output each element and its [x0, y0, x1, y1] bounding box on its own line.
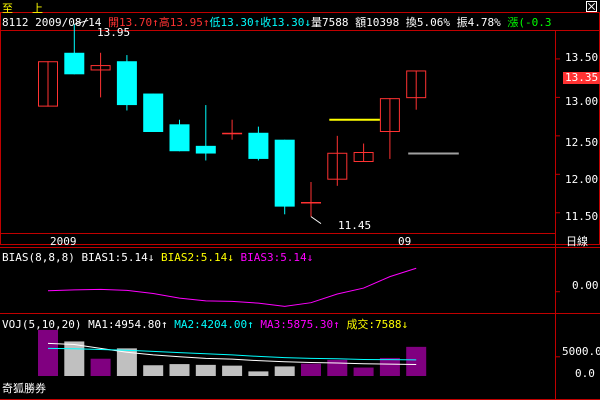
candle-body [248, 132, 269, 159]
turnover-label: 換 [405, 16, 417, 29]
volume-bar [406, 346, 427, 376]
volume-bar [248, 371, 269, 376]
price-panel-frame [0, 12, 600, 245]
open-label: 開 [107, 16, 119, 29]
bias-title-row: BIAS(8,8,8) BIAS1:5.14↓ BIAS2:5.14↓ BIAS… [2, 251, 313, 264]
close-label: 收 [260, 16, 272, 29]
volume-bar [301, 363, 321, 376]
change-value: (-0.3 [518, 16, 552, 29]
amount-value: 10398 [366, 16, 400, 29]
candle-body [116, 61, 137, 106]
candle-body [406, 70, 427, 99]
candle-body [143, 93, 164, 132]
candle-body [90, 65, 111, 71]
current-price-tag: 13.35 [563, 71, 600, 84]
vol-ma3: MA3:5875.30↑ [260, 318, 340, 331]
high-annotation: 13.95 [97, 26, 131, 39]
y-tick-label: 12.50 [565, 136, 599, 149]
candle-body [195, 145, 216, 154]
turnover-value: 5.06% [416, 16, 450, 29]
bias-y-tick: 0.00 [572, 279, 599, 292]
candle-body [38, 61, 58, 107]
bias-title: BIAS(8,8,8) [2, 251, 75, 264]
candle-body [353, 152, 374, 162]
high-label: 高 [158, 16, 170, 29]
volume-bar [116, 348, 137, 376]
volume-value: 7588 [321, 16, 349, 29]
volume-bar [90, 358, 111, 376]
back-button[interactable]: 至 [2, 2, 13, 15]
vol-title-row: VOJ(5,10,20) MA1:4954.80↑ MA2:4204.00↑ M… [2, 316, 408, 332]
open-value: 13.70 [118, 16, 153, 29]
low-leader-line [310, 216, 322, 225]
volume-bar [195, 364, 216, 376]
y-tick-label: 11.50 [565, 210, 599, 223]
volume-bar [38, 329, 58, 376]
candle-body [64, 52, 85, 75]
quote-info-bar: 8112 2009/08/14 開13.70↑高13.95↑低13.30↑收13… [2, 14, 551, 30]
bias3-value: BIAS3:5.14↓ [240, 251, 314, 264]
bias-line [47, 267, 417, 307]
high-value: 13.95 [169, 16, 203, 29]
amplitude-value: 4.78% [467, 16, 501, 29]
bias1-value: BIAS1:5.14↓ [81, 251, 155, 264]
high-arrow-icon: ↑ [202, 16, 210, 29]
y-tick-label: 12.00 [565, 173, 599, 186]
vol-y-tick: 0.0 [575, 367, 595, 380]
candle-body [301, 202, 321, 204]
volume-bar [379, 357, 400, 376]
volume-bar [353, 367, 374, 376]
vol-title: VOJ(5,10,20) [2, 318, 82, 331]
volume-bar [64, 341, 85, 376]
high-leader-line [74, 19, 89, 25]
candle-body [169, 124, 190, 152]
bias2-value: BIAS2:5.14↓ [160, 251, 234, 264]
volume-ma-line [47, 347, 417, 361]
low-annotation: 11.45 [338, 219, 372, 232]
quote-date: 2009/08/14 [35, 16, 102, 29]
brand-label: 奇狐勝券 [2, 382, 46, 395]
volume-label: 量 [310, 16, 322, 29]
close-icon[interactable] [586, 1, 597, 12]
candle-body [274, 139, 295, 207]
close-arrow-icon: ↓ [304, 16, 311, 29]
vol-y-tick: 5000.0 [562, 345, 600, 358]
vol-current: 成交:7588↓ [346, 318, 409, 331]
candle-body [379, 98, 400, 132]
y-tick-label: 13.00 [565, 95, 599, 108]
x-label-month: 09 [398, 235, 412, 248]
close-value: 13.30 [271, 16, 305, 29]
vol-ma1: MA1:4954.80↑ [88, 318, 168, 331]
volume-bar [327, 359, 348, 376]
low-label: 低 [209, 16, 221, 29]
candle-body [222, 132, 243, 135]
candle-body [327, 152, 348, 180]
volume-bar [143, 365, 164, 376]
volume-bar [169, 364, 190, 376]
stock-code: 8112 [2, 16, 29, 29]
x-label-year: 2009 [50, 235, 77, 248]
low-value: 13.30 [220, 16, 254, 29]
volume-bar [222, 365, 243, 376]
vol-ma2: MA2:4204.00↑ [174, 318, 254, 331]
period-label[interactable]: 日線 [566, 235, 588, 248]
amount-label: 額 [355, 16, 367, 29]
up-button[interactable]: 上 [32, 2, 43, 15]
amplitude-label: 振 [456, 16, 468, 29]
volume-bar [274, 366, 295, 376]
low-arrow-icon: ↑ [253, 16, 261, 29]
change-label: 漲 [507, 16, 519, 29]
y-tick-label: 13.50 [565, 51, 599, 64]
open-arrow-icon: ↑ [152, 16, 159, 29]
